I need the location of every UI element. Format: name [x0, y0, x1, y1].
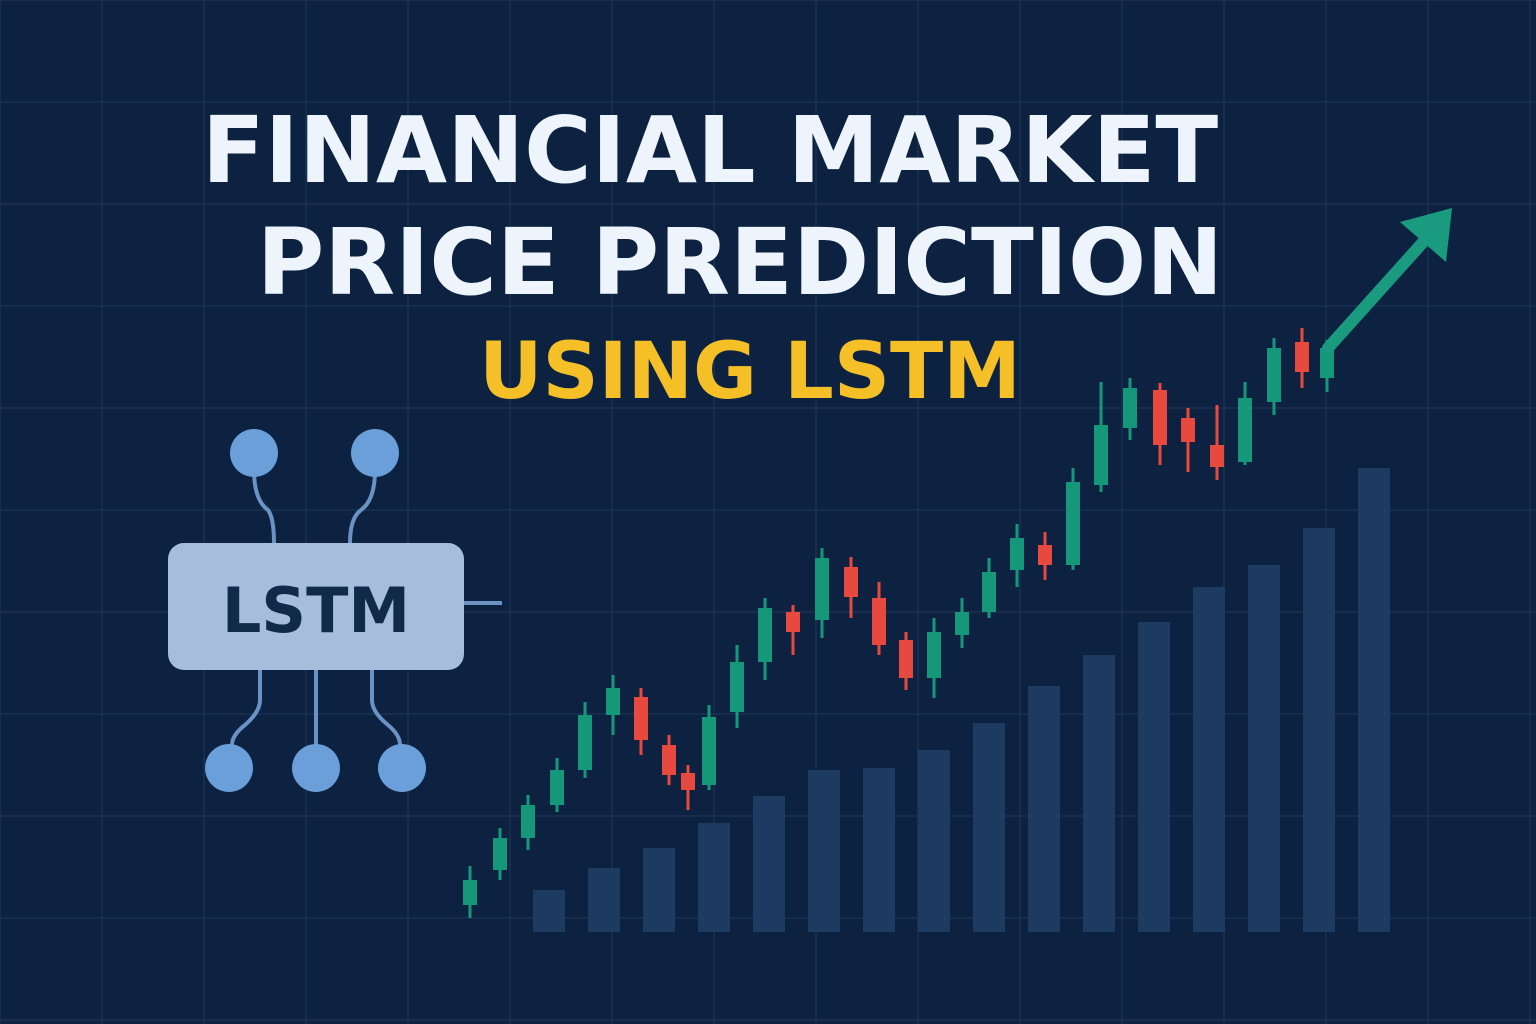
candle-body [1066, 482, 1080, 565]
title-line: FINANCIAL MARKET [202, 97, 1219, 204]
volume-bar [973, 723, 1005, 932]
node [230, 429, 278, 477]
title-line: PRICE PREDICTION [257, 209, 1223, 316]
candle-body [681, 773, 695, 790]
volume-bar [1248, 565, 1280, 932]
connector [230, 670, 262, 746]
volume-bar [1303, 528, 1335, 932]
volume-bar [863, 768, 895, 932]
candle-body [550, 770, 564, 805]
trend-arrow [1322, 208, 1452, 354]
candle-body [927, 632, 941, 678]
candle-body [758, 608, 772, 662]
volume-bar [1028, 686, 1060, 932]
candle-body [1038, 545, 1052, 565]
volume-bar [533, 890, 565, 932]
volume-bar [1358, 468, 1390, 932]
candle-body [463, 880, 477, 905]
candle-body [1010, 538, 1024, 570]
volume-bar [808, 770, 840, 932]
node [292, 744, 340, 792]
subtitle: USING LSTM [479, 327, 1021, 417]
candle-body [1123, 388, 1137, 428]
volume-bar [1083, 655, 1115, 932]
volume-bar [1193, 587, 1225, 932]
candle-body [493, 838, 507, 870]
candle-body [982, 572, 996, 612]
candle-body [1210, 445, 1224, 467]
candle-body [634, 697, 648, 740]
candle-body [844, 567, 858, 597]
connector [252, 469, 276, 544]
candle-body [662, 745, 676, 775]
candle-body [1295, 342, 1309, 372]
volume-bars [533, 468, 1390, 932]
arrow-shaft [1322, 234, 1431, 354]
candle-body [606, 688, 620, 715]
candle-body [702, 717, 716, 785]
candle-body [1181, 418, 1195, 442]
lstm-label: LSTM [222, 574, 410, 647]
arrow-head [1400, 208, 1452, 262]
node [205, 744, 253, 792]
lstm-diagram [230, 469, 502, 746]
candle-body [872, 598, 886, 645]
node [351, 429, 399, 477]
volume-bar [643, 848, 675, 932]
candle-body [730, 662, 744, 712]
volume-bar [698, 823, 730, 932]
candle-body [786, 612, 800, 632]
candle-body [1267, 348, 1281, 402]
connector [348, 469, 377, 544]
candlesticks [463, 328, 1334, 918]
candle-body [1094, 425, 1108, 485]
candle-body [1153, 390, 1167, 445]
volume-bar [753, 796, 785, 932]
volume-bar [588, 868, 620, 932]
volume-bar [1138, 622, 1170, 932]
node [378, 744, 426, 792]
lstm-box [168, 543, 464, 670]
candle-body [578, 715, 592, 770]
candle-body [815, 558, 829, 620]
candle-body [1238, 398, 1252, 462]
candle-body [899, 640, 913, 678]
connector [370, 670, 402, 746]
candle-body [521, 805, 535, 838]
candle-body [1320, 348, 1334, 378]
candle-body [955, 612, 969, 635]
lstm-nodes [205, 429, 426, 792]
volume-bar [918, 750, 950, 932]
